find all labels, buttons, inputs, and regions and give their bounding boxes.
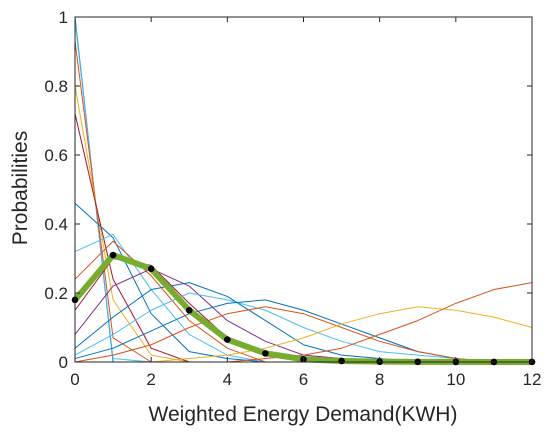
x-tick-label-6: 12 [523, 370, 542, 389]
highlight-point-2 [147, 265, 155, 273]
x-tick-label-3: 6 [299, 370, 308, 389]
x-tick-label-0: 0 [70, 370, 79, 389]
highlight-point-5 [262, 350, 269, 357]
y-tick-label-2: 0.4 [44, 215, 68, 234]
y-axis-label: Probabilities [9, 131, 32, 245]
y-tick-label-1: 0.2 [44, 284, 68, 303]
highlight-point-4 [224, 336, 231, 343]
y-tick-label-3: 0.6 [44, 146, 68, 165]
highlight-point-3 [185, 306, 193, 314]
x-tick-label-1: 2 [146, 370, 155, 389]
y-tick-label-5: 1 [59, 8, 68, 27]
y-axis-ticks: 0 0.2 0.4 0.6 0.8 1 [44, 8, 532, 372]
x-tick-label-5: 10 [446, 370, 465, 389]
y-tick-label-0: 0 [59, 353, 68, 372]
x-tick-label-2: 4 [223, 370, 232, 389]
highlight-point-1 [109, 251, 117, 259]
highlight-point-7 [338, 357, 345, 365]
x-tick-label-4: 8 [375, 370, 384, 389]
y-tick-label-4: 0.8 [44, 77, 68, 96]
x-axis-ticks: 0 2 4 6 8 10 12 [70, 17, 541, 389]
x-axis-label: Weighted Energy Demand(KWH) [149, 403, 458, 426]
